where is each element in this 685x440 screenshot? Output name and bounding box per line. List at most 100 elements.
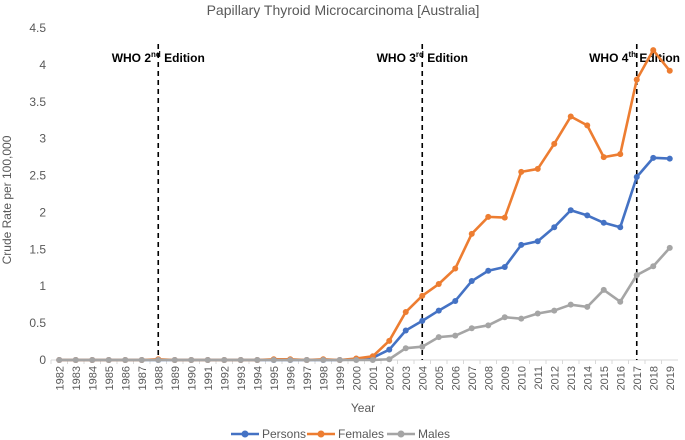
x-tick-label: 2006 [450, 366, 462, 390]
x-tick-label: 1999 [335, 366, 347, 390]
data-point [485, 267, 492, 274]
data-point [617, 151, 624, 158]
data-point [518, 168, 525, 175]
x-tick-label: 1993 [236, 366, 248, 390]
data-point [468, 230, 475, 237]
data-point [567, 207, 574, 214]
data-point [485, 322, 492, 329]
x-tick-label: 2019 [665, 366, 677, 390]
series-males [56, 244, 673, 363]
data-point [584, 212, 591, 219]
data-point [633, 272, 640, 279]
data-point [419, 317, 426, 324]
edition-label-suffix: Edition [424, 51, 468, 65]
data-point [386, 337, 393, 344]
edition-label-superscript: th [628, 50, 636, 59]
x-tick-label: 2005 [434, 366, 446, 390]
data-point [468, 325, 475, 332]
data-point [204, 357, 211, 363]
data-point [386, 346, 393, 353]
series-persons [56, 154, 673, 363]
data-point [666, 67, 673, 74]
x-tick-label: 2012 [549, 366, 561, 390]
data-point [518, 241, 525, 248]
data-point [666, 244, 673, 251]
data-point [320, 357, 327, 363]
legend-swatch-marker [397, 430, 405, 438]
data-point [551, 307, 558, 314]
data-point [386, 356, 393, 363]
x-tick-label: 1995 [269, 366, 281, 390]
chart-title: Papillary Thyroid Microcarcinoma [Austra… [207, 2, 480, 18]
legend-label: Males [418, 427, 450, 440]
data-point [518, 315, 525, 322]
legend-label: Females [338, 427, 384, 440]
series-females [56, 47, 673, 363]
data-point [501, 214, 508, 221]
x-tick-label: 2009 [500, 366, 512, 390]
y-tick-label: 4.5 [29, 21, 46, 35]
legend-item: Males [387, 427, 450, 440]
legend: Persons Females Males [231, 427, 450, 440]
x-tick-label: 1990 [186, 366, 198, 390]
legend-item: Persons [231, 427, 306, 440]
data-point [188, 357, 195, 363]
x-tick-label: 1992 [219, 366, 231, 390]
x-tick-label: 2000 [351, 366, 363, 390]
x-tick-label: 2003 [401, 366, 413, 390]
x-tick-label: 1989 [170, 366, 182, 390]
data-point [600, 154, 607, 161]
data-point [551, 140, 558, 147]
legend-label: Persons [262, 427, 306, 440]
data-point [600, 219, 607, 226]
data-point [419, 292, 426, 299]
data-point [617, 298, 624, 305]
x-tick-label: 1988 [153, 366, 165, 390]
x-tick-label: 1987 [137, 366, 149, 390]
data-point [402, 309, 409, 316]
data-point [600, 286, 607, 293]
x-tick-label: 1982 [54, 366, 66, 390]
y-tick-label: 0 [39, 353, 46, 367]
data-point [485, 213, 492, 220]
x-tick-label: 1994 [252, 366, 264, 390]
data-point [138, 357, 145, 363]
x-tick-label: 2018 [648, 366, 660, 390]
edition-annotations: WHO 2nd Edition WHO 3rd Edition WHO 4th Ed… [112, 44, 680, 360]
edition-label-superscript: nd [151, 50, 161, 59]
x-axis-label: Year [351, 401, 375, 415]
data-point [56, 357, 63, 363]
x-tick-label: 1996 [285, 366, 297, 390]
x-tick-label: 1998 [318, 366, 330, 390]
data-point [221, 357, 228, 363]
x-tick-label: 2010 [516, 366, 528, 390]
data-point [435, 307, 442, 314]
data-point [369, 357, 376, 363]
data-point [287, 357, 294, 363]
data-point [534, 310, 541, 317]
y-tick-label: 3 [39, 132, 46, 146]
y-axis-label: Crude Rate per 100,000 [0, 135, 14, 264]
edition-label-text: WHO 3 [377, 51, 417, 65]
y-tick-label: 2.5 [29, 169, 46, 183]
axes: 0 0.5 1 1.5 2 2.5 3 3.5 4 4.5 1982 1983 1984 1985 1986… [29, 21, 678, 390]
data-point [155, 357, 162, 363]
legend-swatch-marker [241, 430, 249, 438]
x-tick-label: 2017 [632, 366, 644, 390]
data-point [452, 265, 459, 272]
y-tick-label: 1 [39, 279, 46, 293]
x-tick-label: 2002 [384, 366, 396, 390]
data-point [353, 357, 360, 363]
edition-label: WHO 4th Edition [589, 50, 680, 65]
data-point [171, 357, 178, 363]
edition-label: WHO 3rd Edition [377, 50, 468, 65]
edition-label-suffix: Edition [161, 51, 205, 65]
x-tick-label: 1983 [71, 366, 83, 390]
y-tick-label: 4 [39, 58, 46, 72]
data-point [303, 357, 310, 363]
data-point [402, 327, 409, 334]
data-point [567, 113, 574, 120]
data-point [551, 224, 558, 231]
